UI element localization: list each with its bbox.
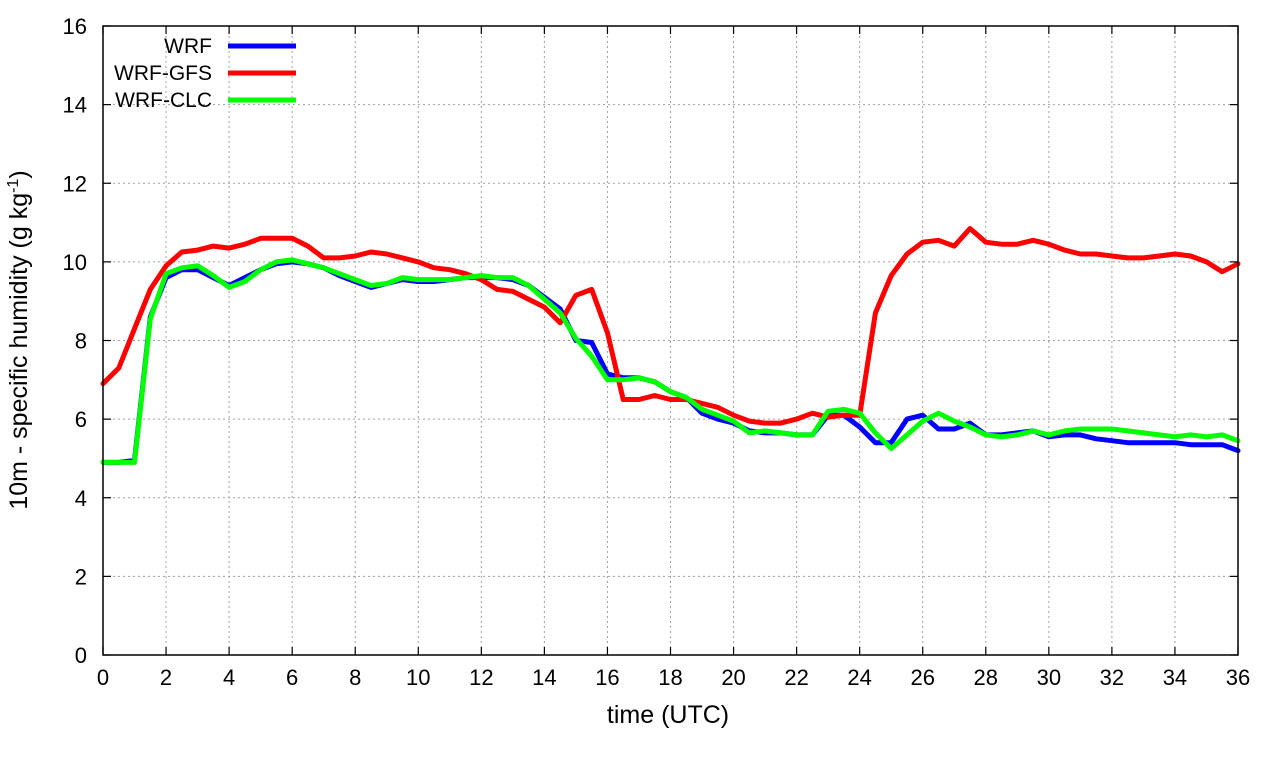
y-axis-title: 10m - specific humidity (g kg-1)	[5, 170, 33, 509]
x-tick-label: 30	[1037, 665, 1061, 690]
y-tick-label: 2	[75, 564, 87, 589]
x-tick-label: 12	[469, 665, 493, 690]
legend-label-wrf: WRF	[164, 35, 212, 58]
legend-label-wrf-clc: WRF-CLC	[115, 89, 212, 112]
x-tick-label: 16	[595, 665, 619, 690]
y-tick-label: 10	[63, 250, 87, 275]
x-tick-label: 20	[721, 665, 745, 690]
y-tick-label: 8	[75, 329, 87, 354]
series-line-wrf-clc	[100, 257, 1241, 465]
x-axis-title: time (UTC)	[607, 701, 729, 729]
x-tick-label: 6	[286, 665, 298, 690]
x-tick-label: 28	[974, 665, 998, 690]
x-tick-label: 4	[223, 665, 235, 690]
legend-label-wrf-gfs: WRF-GFS	[114, 62, 212, 85]
legend: WRF WRF-GFS WRF-CLC	[114, 35, 296, 112]
x-tick-label: 36	[1226, 665, 1250, 690]
x-tick-label: 14	[532, 665, 556, 690]
grid	[103, 26, 1238, 655]
x-tick-label: 18	[658, 665, 682, 690]
x-tick-label: 22	[784, 665, 808, 690]
series-line-wrf-gfs	[100, 226, 1241, 426]
y-tick-label: 4	[75, 486, 87, 511]
x-tick-label: 10	[406, 665, 430, 690]
x-tick-label: 26	[910, 665, 934, 690]
x-tick-label: 2	[160, 665, 172, 690]
x-tick-label: 0	[97, 665, 109, 690]
x-tick-label: 34	[1163, 665, 1187, 690]
x-tick-label: 24	[847, 665, 871, 690]
y-axis-title-main: 10m - specific humidity (g kg	[5, 193, 33, 510]
y-tick-label: 12	[63, 171, 87, 196]
y-tick-label: 14	[63, 93, 87, 118]
y-tick-label: 0	[75, 643, 87, 668]
y-tick-label: 16	[63, 14, 87, 39]
x-tick-label: 8	[349, 665, 361, 690]
series-lines	[100, 226, 1241, 465]
axis-ticks: 0 2 4 6 8 10 12 14 16 18 20 22 24 26 28 30 32 34 360246810…	[63, 14, 1251, 690]
x-tick-label: 32	[1100, 665, 1124, 690]
y-axis-title-superscript: -1	[5, 179, 22, 193]
y-axis-title-end: )	[5, 170, 33, 178]
y-tick-label: 6	[75, 407, 87, 432]
